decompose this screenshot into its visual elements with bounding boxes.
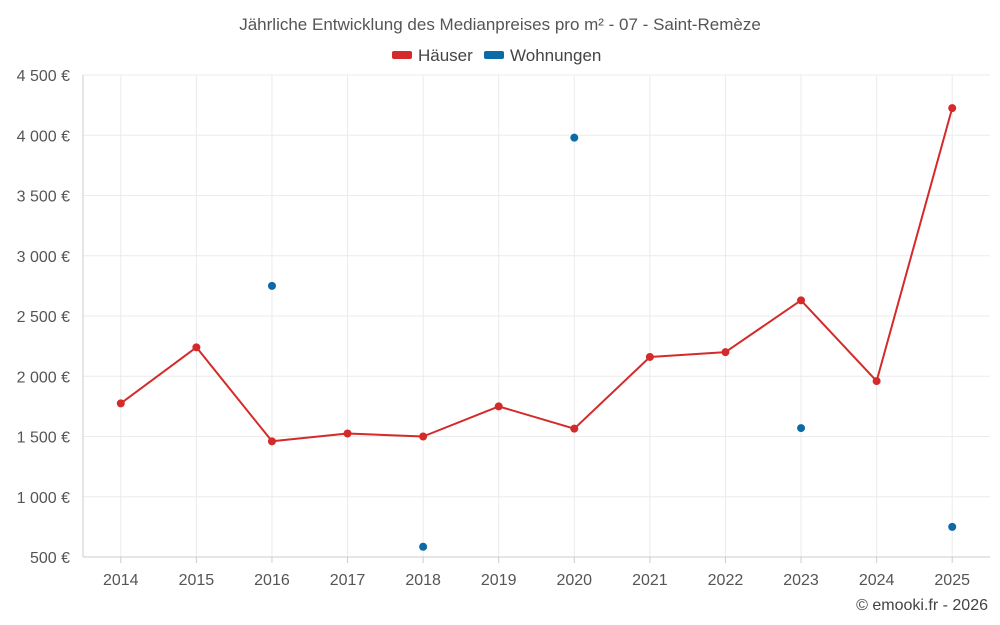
x-tick-label: 2018 <box>405 572 441 589</box>
legend-swatch-haeuser <box>392 51 412 59</box>
y-tick-label: 4 000 € <box>17 128 70 145</box>
data-point-series-1[interactable] <box>267 281 276 290</box>
data-point-series-1[interactable] <box>570 133 579 142</box>
x-tick-label: 2017 <box>330 572 366 589</box>
x-tick-label: 2015 <box>179 572 215 589</box>
data-point-series-0[interactable] <box>192 343 201 352</box>
legend-label-wohnungen[interactable]: Wohnungen <box>510 46 601 65</box>
y-tick-label: 2 500 € <box>17 309 70 326</box>
data-point-series-1[interactable] <box>797 424 806 433</box>
data-point-series-0[interactable] <box>872 377 881 386</box>
data-point-series-0[interactable] <box>419 432 428 441</box>
y-tick-label: 4 500 € <box>17 68 70 85</box>
x-axis: 2014 2015 2016 2017 2018 2019 2020 2021 2022 2023… <box>103 557 970 589</box>
x-tick-label: 2020 <box>556 572 592 589</box>
data-point-series-0[interactable] <box>494 402 503 411</box>
y-tick-label: 1 000 € <box>17 490 70 507</box>
grid <box>82 74 990 558</box>
x-tick-label: 2021 <box>632 572 668 589</box>
chart-title: Jährliche Entwicklung des Medianpreises … <box>239 15 761 34</box>
x-tick-label: 2019 <box>481 572 517 589</box>
data-point-series-0[interactable] <box>797 296 806 305</box>
series-line-0 <box>120 107 954 443</box>
legend-label-haeuser[interactable]: Häuser <box>418 46 473 65</box>
y-tick-label: 1 500 € <box>17 430 70 447</box>
data-point-series-0[interactable] <box>343 429 352 438</box>
data-point-series-0[interactable] <box>116 399 125 408</box>
plot-area <box>116 104 957 551</box>
x-tick-label: 2022 <box>708 572 744 589</box>
y-tick-label: 2 000 € <box>17 369 70 386</box>
x-tick-label: 2016 <box>254 572 290 589</box>
data-point-series-1[interactable] <box>948 522 957 531</box>
legend: Häuser Wohnungen <box>392 46 601 65</box>
x-tick-label: 2014 <box>103 572 139 589</box>
data-point-series-0[interactable] <box>267 437 276 446</box>
legend-swatch-wohnungen <box>484 51 504 59</box>
y-tick-label: 500 € <box>30 550 70 567</box>
y-axis: 500 € 1 000 € 1 500 € 2 000 € 2 500 € 3 000 €… <box>17 68 70 567</box>
data-point-series-0[interactable] <box>948 104 957 113</box>
x-tick-label: 2023 <box>783 572 819 589</box>
x-tick-label: 2025 <box>934 572 970 589</box>
y-tick-label: 3 500 € <box>17 189 70 206</box>
credit-text: © emooki.fr - 2026 <box>856 597 988 614</box>
data-point-series-1[interactable] <box>419 542 428 551</box>
data-point-series-0[interactable] <box>645 352 654 361</box>
data-point-series-0[interactable] <box>721 348 730 357</box>
y-tick-label: 3 000 € <box>17 249 70 266</box>
data-point-series-0[interactable] <box>570 424 579 433</box>
x-tick-label: 2024 <box>859 572 895 589</box>
